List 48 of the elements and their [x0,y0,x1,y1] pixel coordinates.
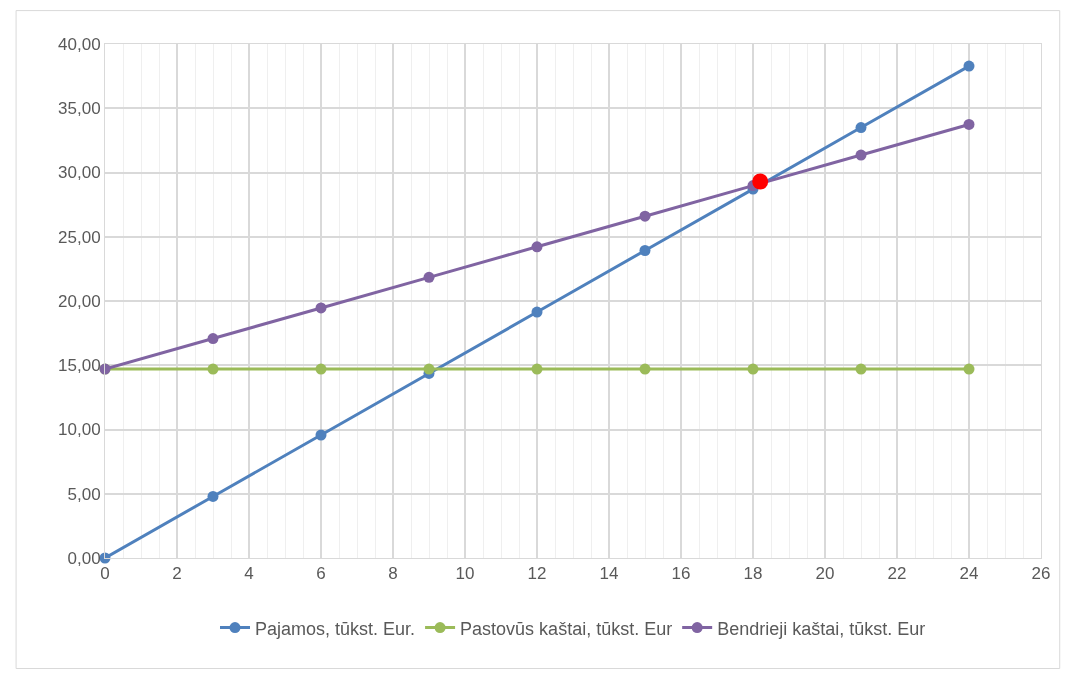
point [963,60,975,72]
point [423,363,435,375]
x-tick-label: 26 [1031,564,1051,584]
y-tick-label: 25,00 [58,227,101,247]
point [963,363,975,375]
point [963,118,975,130]
x-tick-label: 22 [887,564,907,584]
point [207,333,219,345]
legend-label: Bendrieji kaštai, tūkst. Eur [717,618,926,639]
x-tick-label: 20 [815,564,835,584]
x-tick-label: 18 [743,564,763,584]
point [531,306,543,318]
point [315,363,327,375]
point [315,429,327,441]
point [423,271,435,283]
y-tick-label: 5,00 [67,484,101,504]
point [639,245,651,256]
point [639,363,651,375]
point [855,122,867,134]
y-tick-label: 30,00 [58,163,101,183]
y-tick-label: 15,00 [58,356,101,376]
x-tick-label: 14 [599,564,619,584]
point [855,363,867,375]
x-tick-label: 6 [316,564,326,584]
y-tick-label: 20,00 [58,291,101,311]
legend-label: Pajamos, tūkst. Eur. [255,618,416,639]
x-tick-label: 16 [671,564,691,584]
y-tick-label: 10,00 [58,420,101,440]
x-tick-label: 12 [527,564,547,584]
y-tick-label: 40,00 [58,34,101,54]
y-tick-label: 35,00 [58,99,101,119]
x-tick-label: 0 [100,564,110,584]
point [531,241,543,253]
point [855,149,867,161]
x-tick-label: 2 [172,564,182,584]
y-tick-label: 0,00 [67,548,101,568]
point [752,173,769,190]
x-tick-label: 24 [959,564,979,584]
legend-label: Pastovūs kaštai, tūkst. Eur [460,618,673,639]
x-tick-label: 4 [244,564,254,584]
x-tick-label: 10 [455,564,475,584]
point [315,302,327,314]
point [207,490,219,502]
x-tick-label: 8 [388,564,398,584]
point [747,363,759,375]
point [207,363,219,375]
point [531,363,543,375]
point [639,210,651,222]
